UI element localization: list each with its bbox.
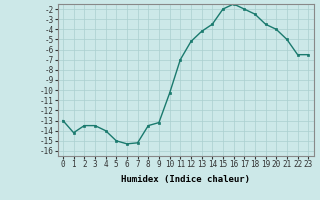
X-axis label: Humidex (Indice chaleur): Humidex (Indice chaleur) bbox=[121, 175, 250, 184]
